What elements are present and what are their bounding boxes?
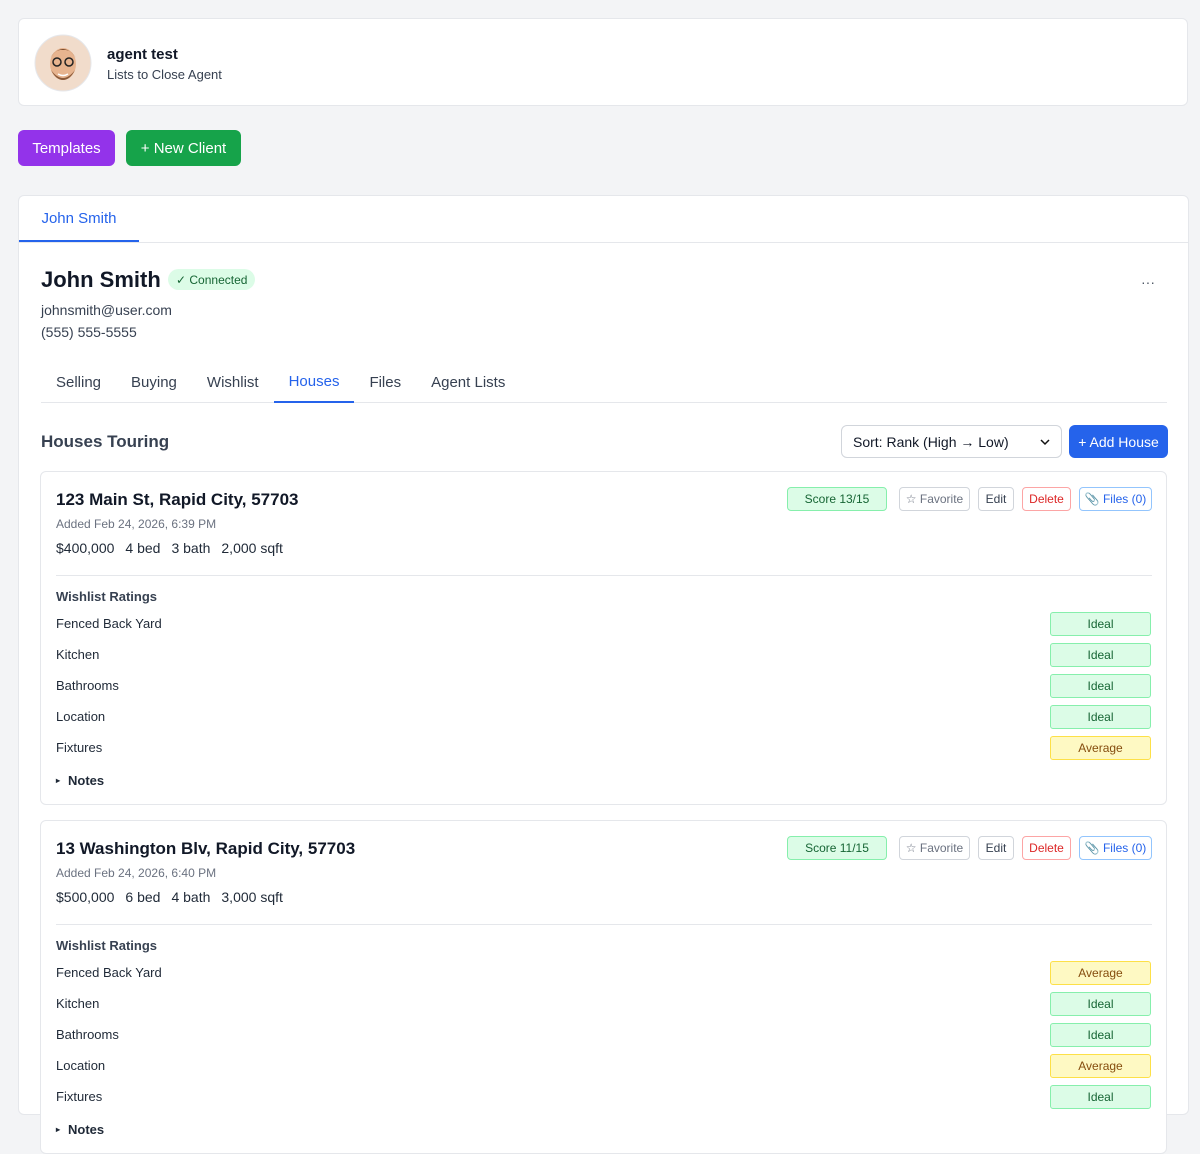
house-address: 13 Washington Blv, Rapid City, 57703 <box>56 839 356 858</box>
house-added: Added Feb 24, 2026, 6:40 PM <box>56 866 217 880</box>
client-email: johnsmith@user.com <box>41 302 172 318</box>
house-specs: $500,000 6 bed 4 bath 3,000 sqft <box>56 889 283 905</box>
rating-label: Kitchen <box>56 647 100 662</box>
house-action-button[interactable]: Edit <box>978 487 1014 511</box>
menu-button[interactable]: ··· <box>1141 274 1155 290</box>
client-phone: (555) 555-5555 <box>41 324 137 340</box>
rating-pill: Ideal <box>1050 992 1151 1016</box>
notes-label: Notes <box>68 1122 105 1137</box>
client-name: John Smith <box>41 267 161 292</box>
house-card: 13 Washington Blv, Rapid City, 57703 Adde… <box>40 820 1167 1154</box>
rating-pill: Ideal <box>1050 1023 1151 1047</box>
new-client-button[interactable]: + New Client <box>126 130 241 166</box>
agent-card: agent test Lists to Close Agent <box>18 18 1188 106</box>
house-beds: 4 bed <box>125 540 161 556</box>
client-tab[interactable]: John Smith <box>19 196 139 242</box>
rating-label: Location <box>56 709 106 724</box>
house-action-button[interactable]: Delete <box>1022 836 1071 860</box>
rating-pill: Ideal <box>1050 643 1151 667</box>
rating-pill: Average <box>1050 736 1151 760</box>
house-action-button[interactable]: Edit <box>978 836 1014 860</box>
rating-pill: Average <box>1050 1054 1151 1078</box>
rating-label: Fixtures <box>56 740 103 755</box>
section-tab[interactable]: Agent Lists <box>431 374 506 391</box>
rating-label: Bathrooms <box>56 678 119 693</box>
house-price: $400,000 <box>56 540 115 556</box>
rating-label: Fenced Back Yard <box>56 965 162 980</box>
disclosure-icon: ▸ <box>56 1125 61 1134</box>
notes-toggle[interactable]: ▸ Notes <box>56 773 104 788</box>
rating-label: Fixtures <box>56 1089 103 1104</box>
rating-pill: Ideal <box>1050 1085 1151 1109</box>
house-specs: $400,000 4 bed 3 bath 2,000 sqft <box>56 540 283 556</box>
divider <box>56 575 1152 576</box>
house-action-button[interactable]: 📎 Files (0) <box>1079 836 1152 860</box>
divider <box>56 924 1152 925</box>
ratings-title: Wishlist Ratings <box>56 938 158 953</box>
house-action-button[interactable]: Delete <box>1022 487 1071 511</box>
ratings-title: Wishlist Ratings <box>56 589 158 604</box>
house-sqft: 2,000 sqft <box>221 540 283 556</box>
rating-pill: Ideal <box>1050 674 1151 698</box>
avatar <box>34 34 92 92</box>
disclosure-icon: ▸ <box>56 776 61 785</box>
section-tabs: Selling Buying Wishlist Houses Files Agent Li… <box>41 362 1167 403</box>
rating-pill: Ideal <box>1050 705 1151 729</box>
divider <box>19 242 1189 243</box>
section-tab[interactable]: Wishlist <box>206 374 259 391</box>
section-tab[interactable]: Houses <box>273 362 355 403</box>
templates-button[interactable]: Templates <box>18 130 115 166</box>
section-title: Houses Touring <box>41 432 170 451</box>
add-house-button[interactable]: + Add House <box>1069 425 1168 458</box>
rating-label: Location <box>56 1058 106 1073</box>
sort-select[interactable]: Sort: Rank (High → Low) <box>841 425 1062 458</box>
chevron <box>1040 438 1050 445</box>
rating-pill: Average <box>1050 961 1151 985</box>
section-tab[interactable]: Buying <box>131 374 177 391</box>
section-tab[interactable]: Selling <box>56 374 102 391</box>
house-added: Added Feb 24, 2026, 6:39 PM <box>56 517 217 531</box>
sort-label: Sort: Rank (High → Low) <box>853 433 1009 450</box>
rating-pill: Ideal <box>1050 612 1151 636</box>
house-baths: 3 bath <box>171 540 211 556</box>
house-action-button[interactable]: ☆ Favorite <box>899 487 970 511</box>
status-badge: ✓ Connected <box>168 269 256 290</box>
agent-name: agent test <box>107 46 178 63</box>
notes-toggle[interactable]: ▸ Notes <box>56 1122 104 1137</box>
house-action-button[interactable]: ☆ Favorite <box>899 836 970 860</box>
page: agent test Lists to Close Agent Template… <box>18 18 1189 1154</box>
house-beds: 6 bed <box>125 889 161 905</box>
notes-label: Notes <box>68 773 105 788</box>
rating-label: Bathrooms <box>56 1027 119 1042</box>
house-action-button[interactable]: 📎 Files (0) <box>1079 487 1152 511</box>
house-price: $500,000 <box>56 889 115 905</box>
score-badge: Score 13/15 <box>787 487 887 511</box>
house-sqft: 3,000 sqft <box>221 889 283 905</box>
house-address: 123 Main St, Rapid City, 57703 <box>56 490 299 509</box>
section-tab[interactable]: Files <box>369 374 402 391</box>
rating-label: Kitchen <box>56 996 100 1011</box>
rating-label: Fenced Back Yard <box>56 616 162 631</box>
score-badge: Score 11/15 <box>787 836 887 860</box>
house-card: 123 Main St, Rapid City, 57703 Added Feb … <box>40 471 1167 805</box>
agent-role: Lists to Close Agent <box>107 67 222 82</box>
house-baths: 4 bath <box>171 889 211 905</box>
